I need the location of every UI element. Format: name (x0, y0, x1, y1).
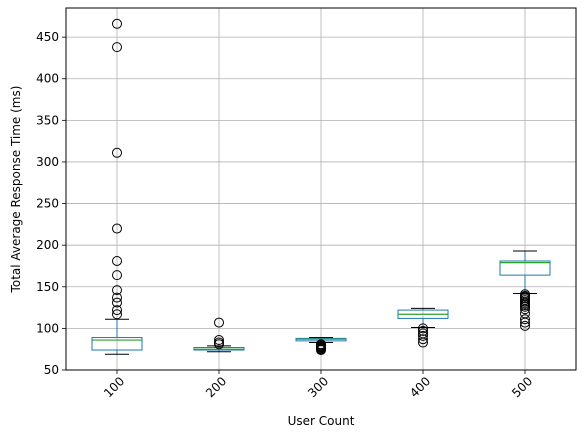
grid (66, 8, 576, 371)
box-iqr (499, 260, 551, 276)
outlier-point (520, 304, 530, 315)
box-100 (91, 18, 143, 355)
y-tick-label: 100 (36, 321, 59, 335)
y-tick-label: 450 (36, 30, 59, 44)
y-tick-label: 150 (36, 280, 59, 294)
outlier-point (418, 323, 428, 334)
outlier-point (418, 325, 428, 336)
outlier-point (112, 18, 122, 29)
y-tick-label: 200 (36, 238, 59, 252)
outlier-point (520, 314, 530, 325)
outlier-point (112, 305, 122, 316)
box-iqr (91, 337, 143, 351)
x-tick-label: 400 (407, 374, 433, 400)
outlier-point (316, 345, 326, 356)
outlier-point (418, 334, 428, 345)
outlier-point (214, 335, 224, 346)
box-400 (397, 307, 449, 348)
y-axis-label: Total Average Response Time (ms) (9, 86, 23, 294)
outlier-point (112, 147, 122, 158)
outlier-point (214, 339, 224, 350)
y-tick-label: 350 (36, 113, 59, 127)
y-tick-label: 250 (36, 197, 59, 211)
outlier-point (112, 255, 122, 266)
outlier-point (520, 320, 530, 331)
outlier-point (418, 337, 428, 348)
boxes (91, 18, 551, 356)
x-tick-label: 500 (509, 374, 535, 400)
outlier-point (520, 301, 530, 312)
box-500 (499, 250, 551, 331)
x-axis-label: User Count (288, 414, 355, 428)
outlier-point (214, 317, 224, 328)
outlier-point (112, 270, 122, 281)
y-tick-label: 50 (44, 363, 59, 377)
outlier-point (520, 317, 530, 328)
y-tick-label: 300 (36, 155, 59, 169)
outlier-point (112, 285, 122, 296)
x-tick-label: 100 (101, 374, 127, 400)
outlier-point (112, 292, 122, 303)
outlier-point (112, 309, 122, 320)
axis-ticks: 50 100 150 200 250 300 350 400 450 100 200 300 400 50… (36, 30, 535, 400)
outlier-point (112, 42, 122, 53)
box-200 (193, 317, 245, 353)
outlier-point (418, 330, 428, 341)
outlier-point (112, 297, 122, 308)
x-tick-label: 300 (305, 374, 331, 400)
x-tick-label: 200 (203, 374, 229, 400)
outlier-point (112, 223, 122, 234)
box-300 (295, 337, 347, 356)
y-tick-label: 400 (36, 72, 59, 86)
